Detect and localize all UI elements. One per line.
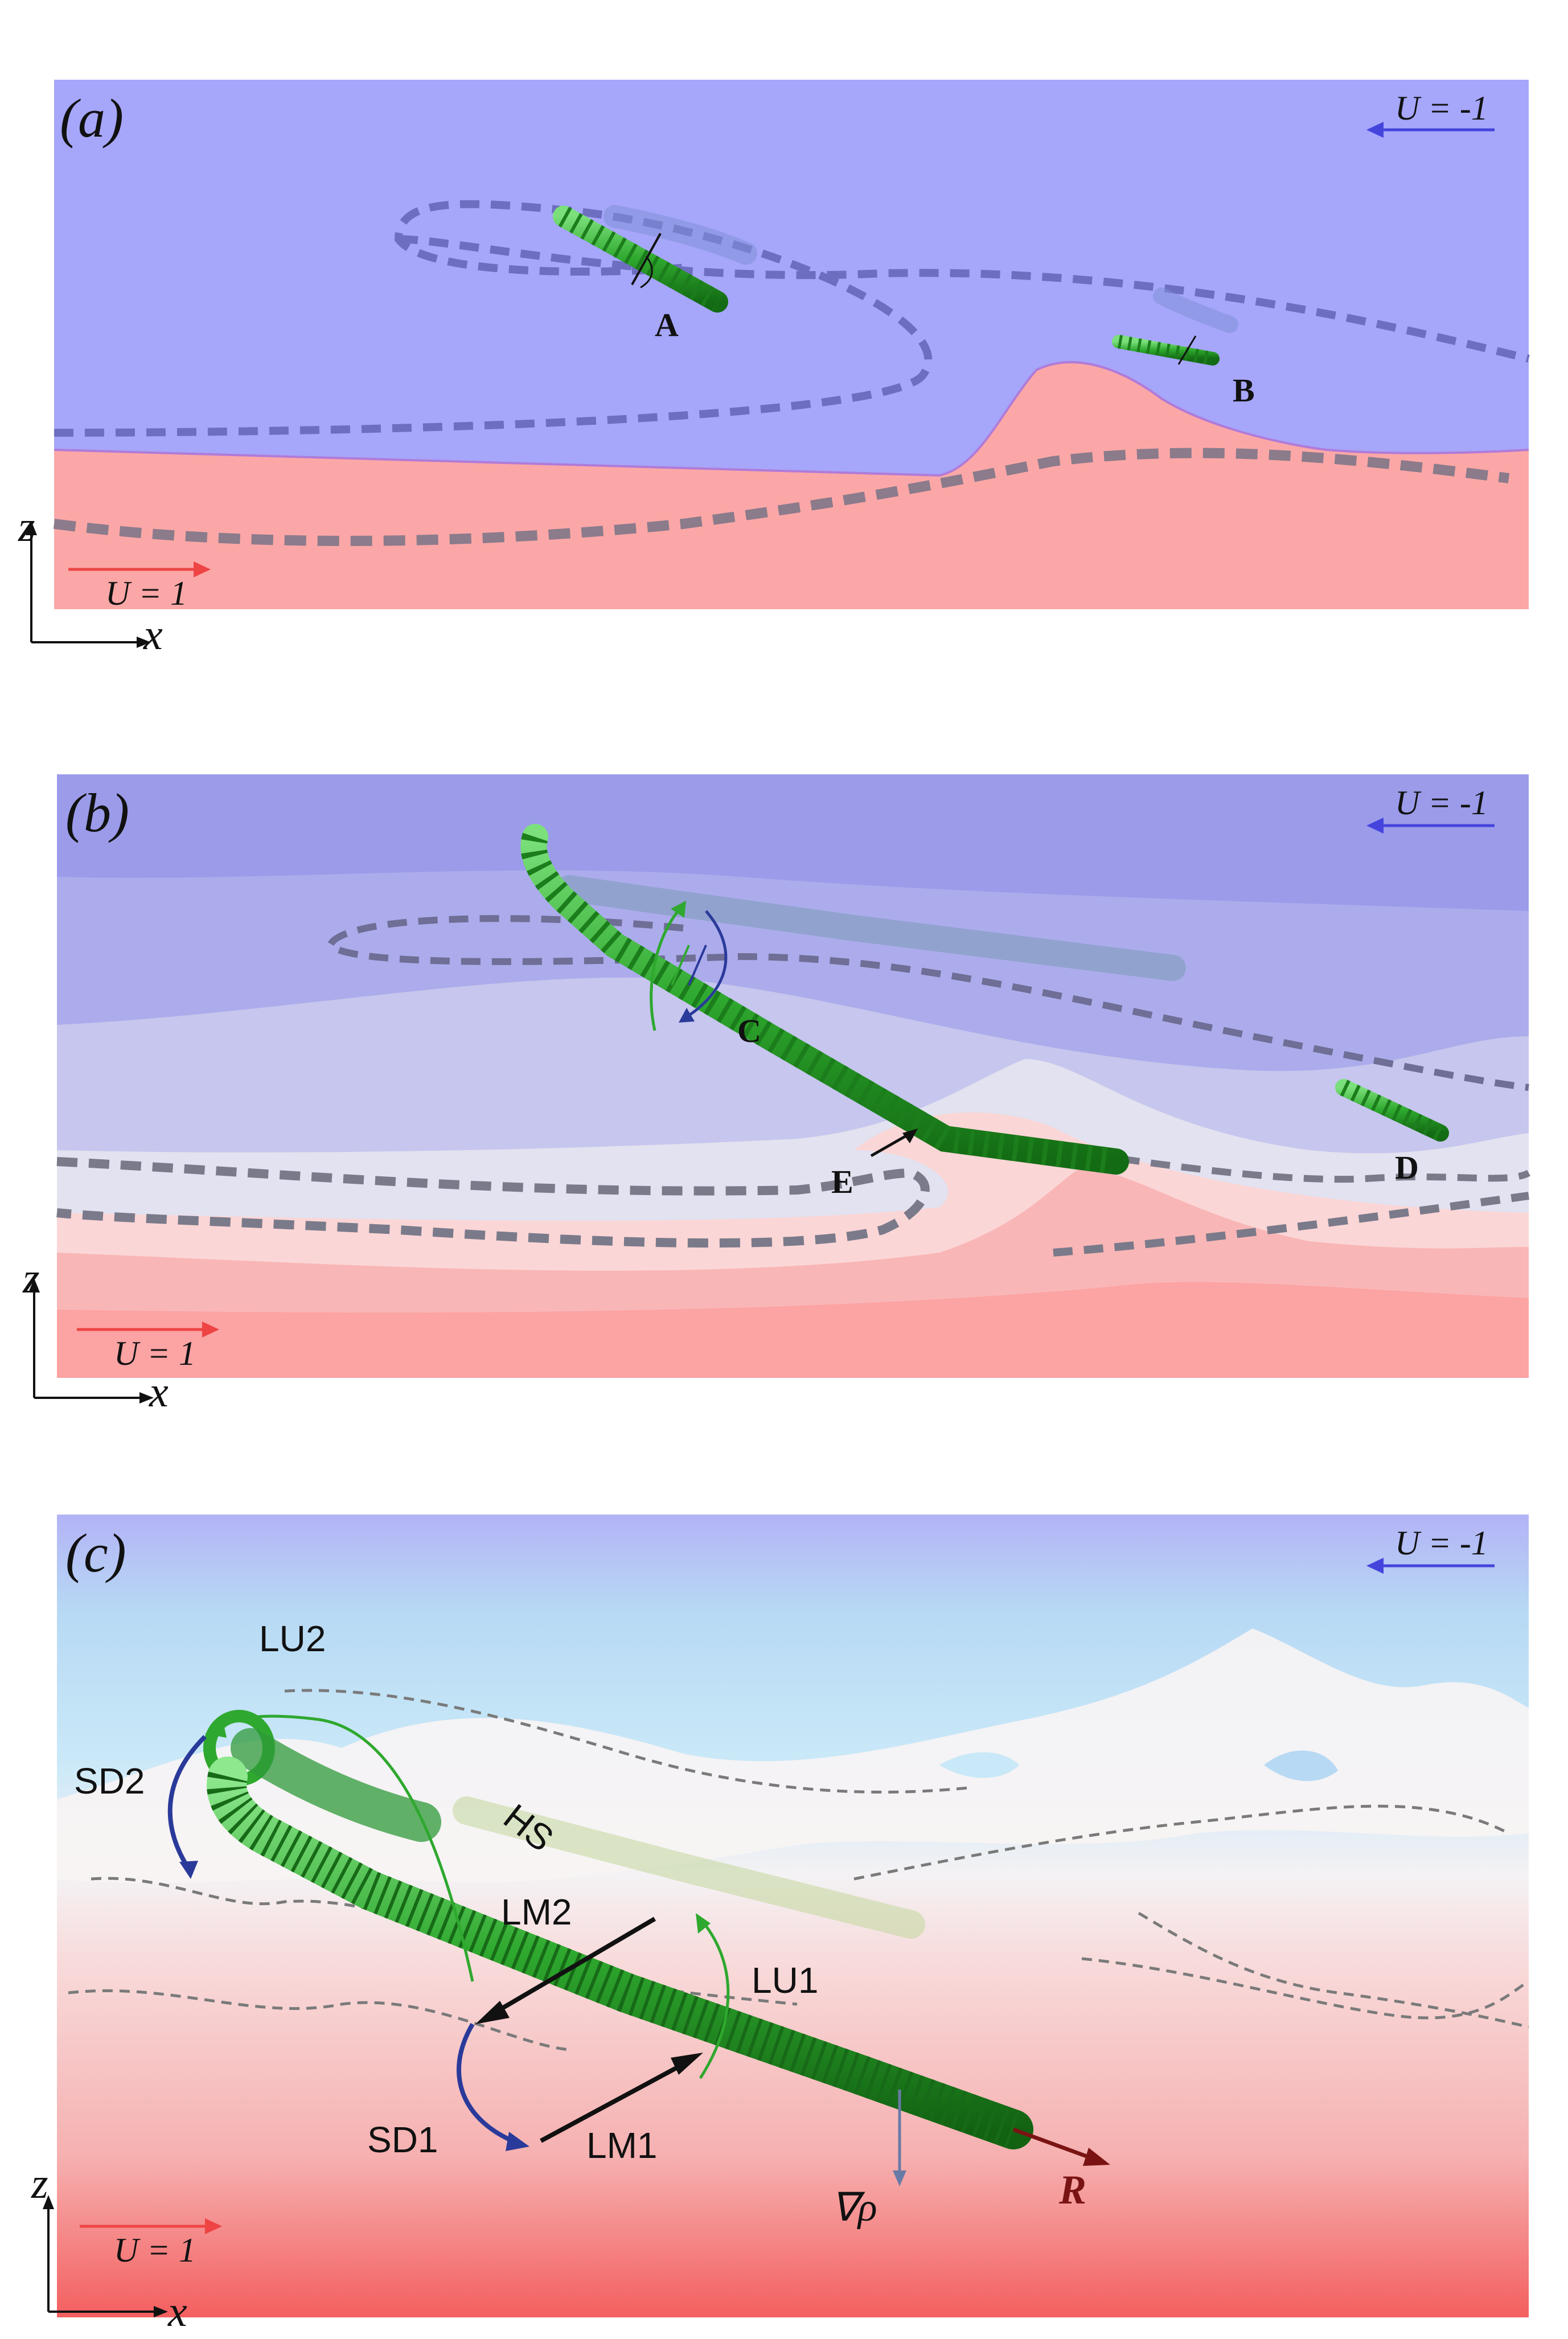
z-axis-arrowhead xyxy=(28,1278,40,1292)
contour-line xyxy=(284,1689,968,1794)
velocity-top-label: U = -1 xyxy=(1395,89,1488,127)
x-axis-label: x xyxy=(149,1368,169,1416)
x-axis-label: x xyxy=(143,611,163,659)
velocity-bottom-arrowhead xyxy=(194,561,211,577)
panel-c-figure: LU2 SD2 HS LM2 LU1 SD1 LM1 ∇ρ R (c) U = … xyxy=(31,1515,1530,2336)
marker-d: D xyxy=(1395,1149,1419,1186)
x-axis-arrowhead xyxy=(154,2306,168,2317)
lu1-arrowhead xyxy=(696,1913,711,1934)
rotation-arrowhead xyxy=(679,1008,695,1023)
eddy xyxy=(939,1752,1019,1778)
velocity-top-label: U = -1 xyxy=(1395,1524,1488,1562)
velocity-top-arrowhead xyxy=(1366,122,1384,138)
fibre-shadow xyxy=(453,1796,925,1939)
lu1-arc xyxy=(699,1918,730,2079)
rotation-arrow xyxy=(631,233,662,285)
label-lm1: LM1 xyxy=(586,2125,658,2166)
velocity-bottom-arrowhead xyxy=(202,1322,219,1337)
rotation-arrow-up xyxy=(650,904,684,1031)
label-lu1: LU1 xyxy=(752,1960,818,2001)
panel-label: (c) xyxy=(65,1523,126,1583)
label-grad-rho: ∇ρ xyxy=(831,2186,877,2230)
label-lu2: LU2 xyxy=(259,1618,326,1659)
panel-b: C D E (b) U = -1 U = 1 z x xyxy=(0,740,1568,1446)
marker-b: B xyxy=(1233,372,1255,409)
fibre-hook-shadow xyxy=(231,1728,441,1842)
lower-fluid-layer xyxy=(57,1282,1529,1378)
rotation-arrowhead xyxy=(671,901,686,918)
rotation-arrow-down xyxy=(682,910,728,1021)
rotation-arrow xyxy=(688,945,707,986)
contour-line xyxy=(853,1804,1510,1881)
z-axis-label: z xyxy=(31,2160,48,2207)
interface-line xyxy=(54,361,1529,477)
x-axis-arrowhead xyxy=(139,1392,154,1404)
velocity-bottom-label: U = 1 xyxy=(114,1335,196,1372)
contour-line xyxy=(398,235,1530,363)
label-r: R xyxy=(1058,2167,1086,2213)
panel-b-figure: C D E (b) U = -1 U = 1 z x xyxy=(22,774,1530,1416)
lower-fluid-layer xyxy=(54,362,1529,609)
rotation-arrow xyxy=(640,256,653,289)
lm1-arrow xyxy=(540,2059,690,2143)
rotation-arrow xyxy=(1177,335,1197,365)
sd2-arrowhead xyxy=(179,1861,198,1879)
x-axis-arrowhead xyxy=(137,637,151,648)
fibre-shadow xyxy=(556,875,1186,981)
r-arrow xyxy=(1012,2127,1100,2163)
velocity-top-arrowhead xyxy=(1366,818,1384,834)
lu2-arrowhead xyxy=(205,1722,227,1738)
panel-label: (b) xyxy=(65,782,129,843)
label-sd1: SD1 xyxy=(367,2119,438,2160)
panel-a: A B (a) U = -1 U = 1 z x xyxy=(0,0,1568,672)
velocity-bottom-label: U = 1 xyxy=(105,575,187,612)
sd1-arc xyxy=(457,2022,514,2143)
label-sd2: SD2 xyxy=(74,1761,145,1802)
contour-line xyxy=(68,1989,570,2051)
velocity-bottom-label: U = 1 xyxy=(114,2231,196,2269)
grad-rho-arrowhead xyxy=(893,2170,906,2186)
fibre-c xyxy=(520,824,1129,1175)
lu2-arc xyxy=(210,1714,474,1982)
contour-line xyxy=(53,448,1510,546)
marker-a: A xyxy=(655,306,679,343)
z-axis-label: z xyxy=(18,503,35,551)
r-arrowhead xyxy=(1083,2148,1110,2166)
marker-c: C xyxy=(737,1012,761,1049)
marker-e-arrowhead xyxy=(902,1129,918,1143)
label-lm2: LM2 xyxy=(501,1891,572,1932)
marker-e: E xyxy=(831,1163,853,1200)
z-axis-arrowhead xyxy=(43,2195,54,2209)
fibre-main-segments xyxy=(207,1771,1020,2148)
sd1-arrowhead xyxy=(506,2132,529,2151)
fibre-b-segments xyxy=(1117,335,1214,366)
lm1-arrowhead xyxy=(671,2053,703,2075)
contour-line xyxy=(1053,1192,1529,1257)
eddy xyxy=(1264,1750,1338,1782)
panel-label: (a) xyxy=(60,88,124,149)
z-axis-label: z xyxy=(22,1254,40,1302)
rotation-arrow xyxy=(671,945,690,986)
x-axis-label: x xyxy=(167,2288,187,2336)
fibre-shadow xyxy=(604,205,757,265)
panel-a-figure: A B (a) U = -1 U = 1 z x xyxy=(18,80,1530,659)
panel-c: LU2 SD2 HS LM2 LU1 SD1 LM1 ∇ρ R (c) U = … xyxy=(0,1480,1568,2339)
contour-line xyxy=(54,200,933,437)
velocity-bottom-arrowhead xyxy=(205,2218,222,2234)
z-axis-arrowhead xyxy=(26,521,37,535)
velocity-top-arrowhead xyxy=(1366,1558,1384,1574)
contour-line xyxy=(1081,1957,1530,2020)
marker-e-arrow xyxy=(870,1131,912,1158)
contour-line xyxy=(326,915,1529,1091)
sd2-arc xyxy=(167,1735,207,1869)
fibre-shadow xyxy=(1153,288,1238,333)
fibre-d xyxy=(1335,1079,1449,1142)
velocity-top-label: U = -1 xyxy=(1395,784,1488,822)
fibre-a-segments xyxy=(558,207,723,311)
lm2-arrowhead xyxy=(475,2001,510,2024)
contour-line xyxy=(56,1157,930,1248)
lm2-arrow xyxy=(488,1917,656,2018)
